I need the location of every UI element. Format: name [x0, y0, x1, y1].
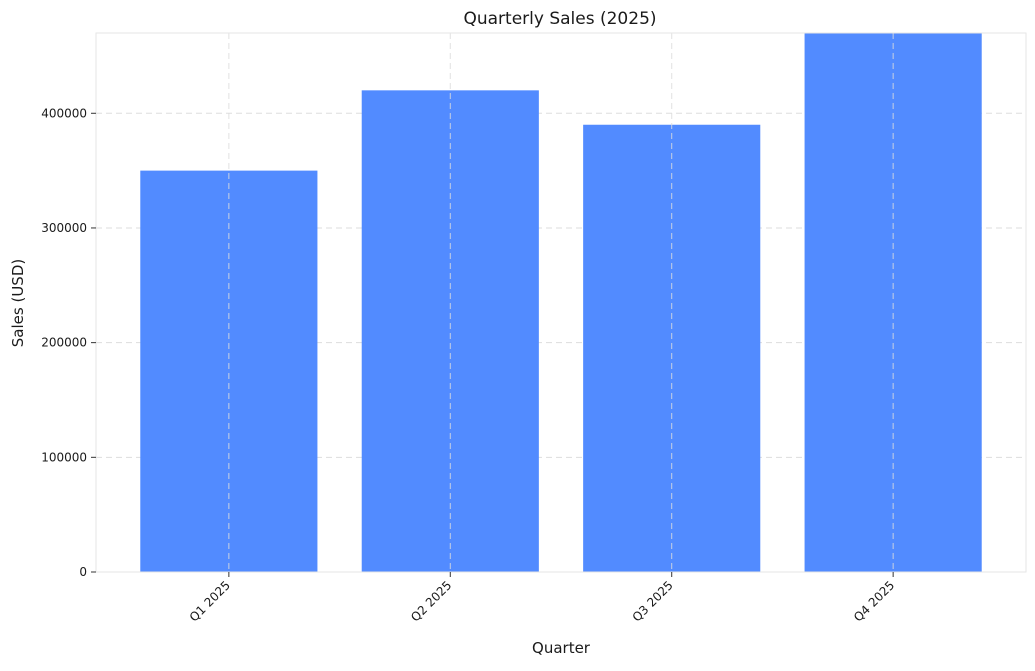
x-tick-label: Q2 2025 [408, 578, 454, 624]
bar [140, 170, 318, 573]
y-tick-label: 100000 [41, 450, 87, 464]
x-axis-ticks: Q1 2025 Q2 2025 Q3 2025 Q4 2025 [187, 572, 897, 624]
x-tick-label: Q4 2025 [851, 578, 897, 624]
y-tick-label: 200000 [41, 336, 87, 350]
x-tick-label: Q3 2025 [630, 578, 676, 624]
y-tick-label: 0 [79, 565, 87, 579]
grid-lines-overlay [228, 33, 894, 572]
bar [361, 90, 539, 572]
y-axis-label: Sales (USD) [9, 259, 27, 347]
x-axis-label: Quarter [532, 639, 591, 657]
x-tick-label: Q1 2025 [187, 578, 233, 624]
plot-frame [95, 32, 1027, 573]
y-tick-label: 300000 [41, 221, 87, 235]
bar [804, 33, 982, 572]
y-axis-ticks: 0 100000 200000 300000 400000 [41, 106, 96, 579]
chart-title: Quarterly Sales (2025) [463, 9, 656, 29]
y-tick-label: 400000 [41, 106, 87, 120]
bars [140, 33, 982, 573]
